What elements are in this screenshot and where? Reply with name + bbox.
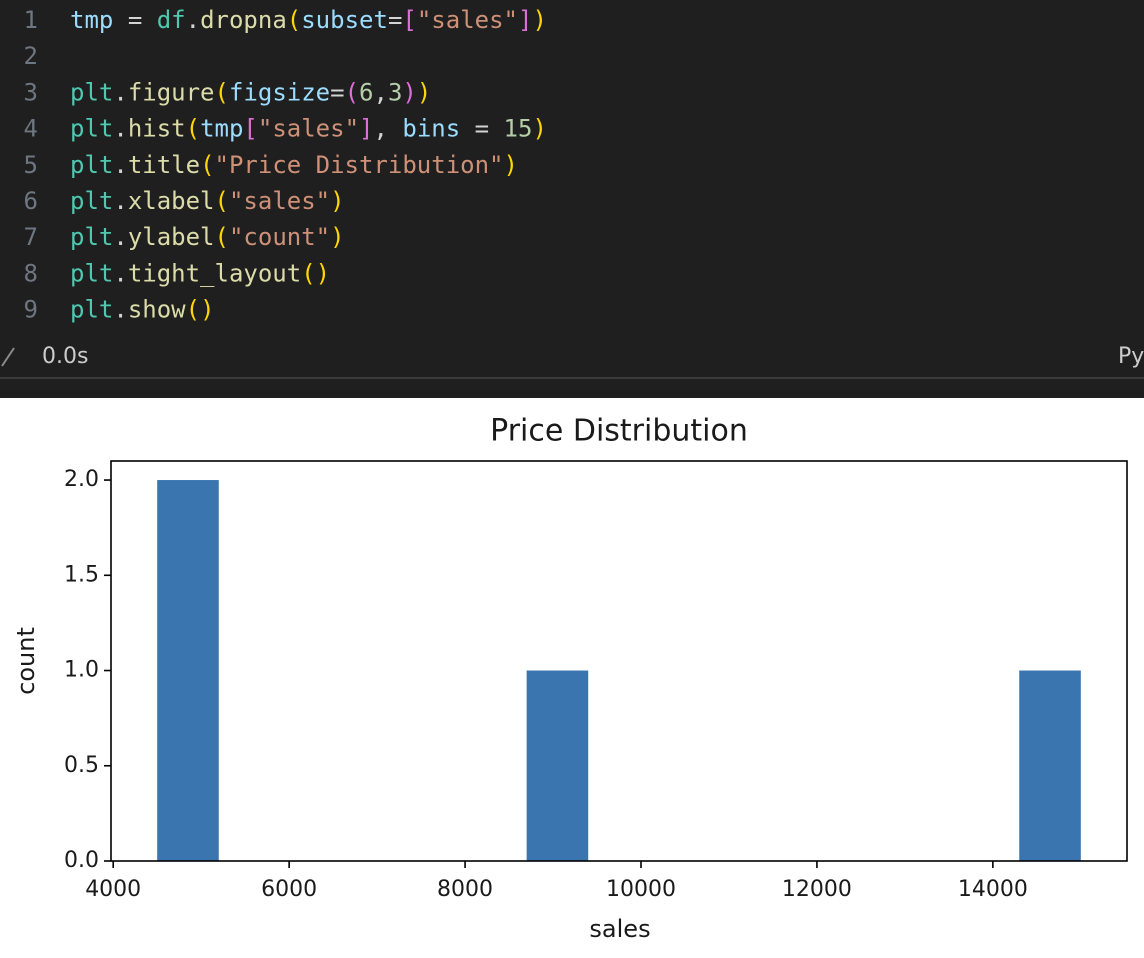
x-tick-label: 10000: [606, 877, 676, 902]
y-tick-label: 0.0: [64, 848, 99, 873]
code-line: plt.xlabel("sales"): [70, 187, 345, 215]
line-number: 8: [24, 259, 38, 287]
axes-frame: [110, 460, 1128, 862]
x-axis-label: sales: [589, 915, 650, 943]
kernel-language[interactable]: Py: [1118, 344, 1144, 369]
code-line: plt.title("Price Distribution"): [70, 151, 518, 179]
line-number: 9: [24, 296, 38, 324]
chart-title: Price Distribution: [490, 414, 748, 449]
y-tick-label: 2.0: [64, 467, 99, 492]
histogram-bar: [1019, 670, 1081, 861]
y-axis-label: count: [12, 627, 40, 695]
code-cell-background: [0, 0, 1144, 398]
histogram-bar: [526, 670, 589, 861]
run-duration: 0.0s: [42, 344, 88, 369]
x-tick-label: 6000: [261, 877, 317, 902]
line-number: 2: [24, 42, 38, 70]
line-number: 1: [24, 6, 38, 34]
line-number: 6: [24, 187, 38, 215]
line-number: 4: [24, 115, 38, 143]
x-tick-label: 12000: [782, 877, 852, 902]
code-line: plt.figure(figsize=(6,3)): [70, 78, 431, 106]
code-line: plt.show(): [70, 296, 215, 324]
y-tick-label: 0.5: [64, 753, 99, 778]
code-line: plt.tight_layout(): [70, 259, 330, 287]
line-number: 7: [24, 223, 38, 251]
status-check: [1, 347, 15, 367]
x-tick-label: 8000: [437, 877, 493, 902]
code-line: tmp = df.dropna(subset=["sales"]): [70, 6, 547, 34]
line-number: 3: [24, 78, 38, 106]
code-line: plt.hist(tmp["sales"], bins = 15): [70, 115, 547, 143]
x-tick-label: 14000: [958, 877, 1028, 902]
x-tick-label: 4000: [85, 877, 141, 902]
y-tick-label: 1.0: [64, 658, 99, 683]
y-tick-label: 1.5: [64, 562, 99, 587]
histogram-bar: [157, 480, 219, 861]
code-line: plt.ylabel("count"): [70, 223, 345, 251]
line-number: 5: [24, 151, 38, 179]
